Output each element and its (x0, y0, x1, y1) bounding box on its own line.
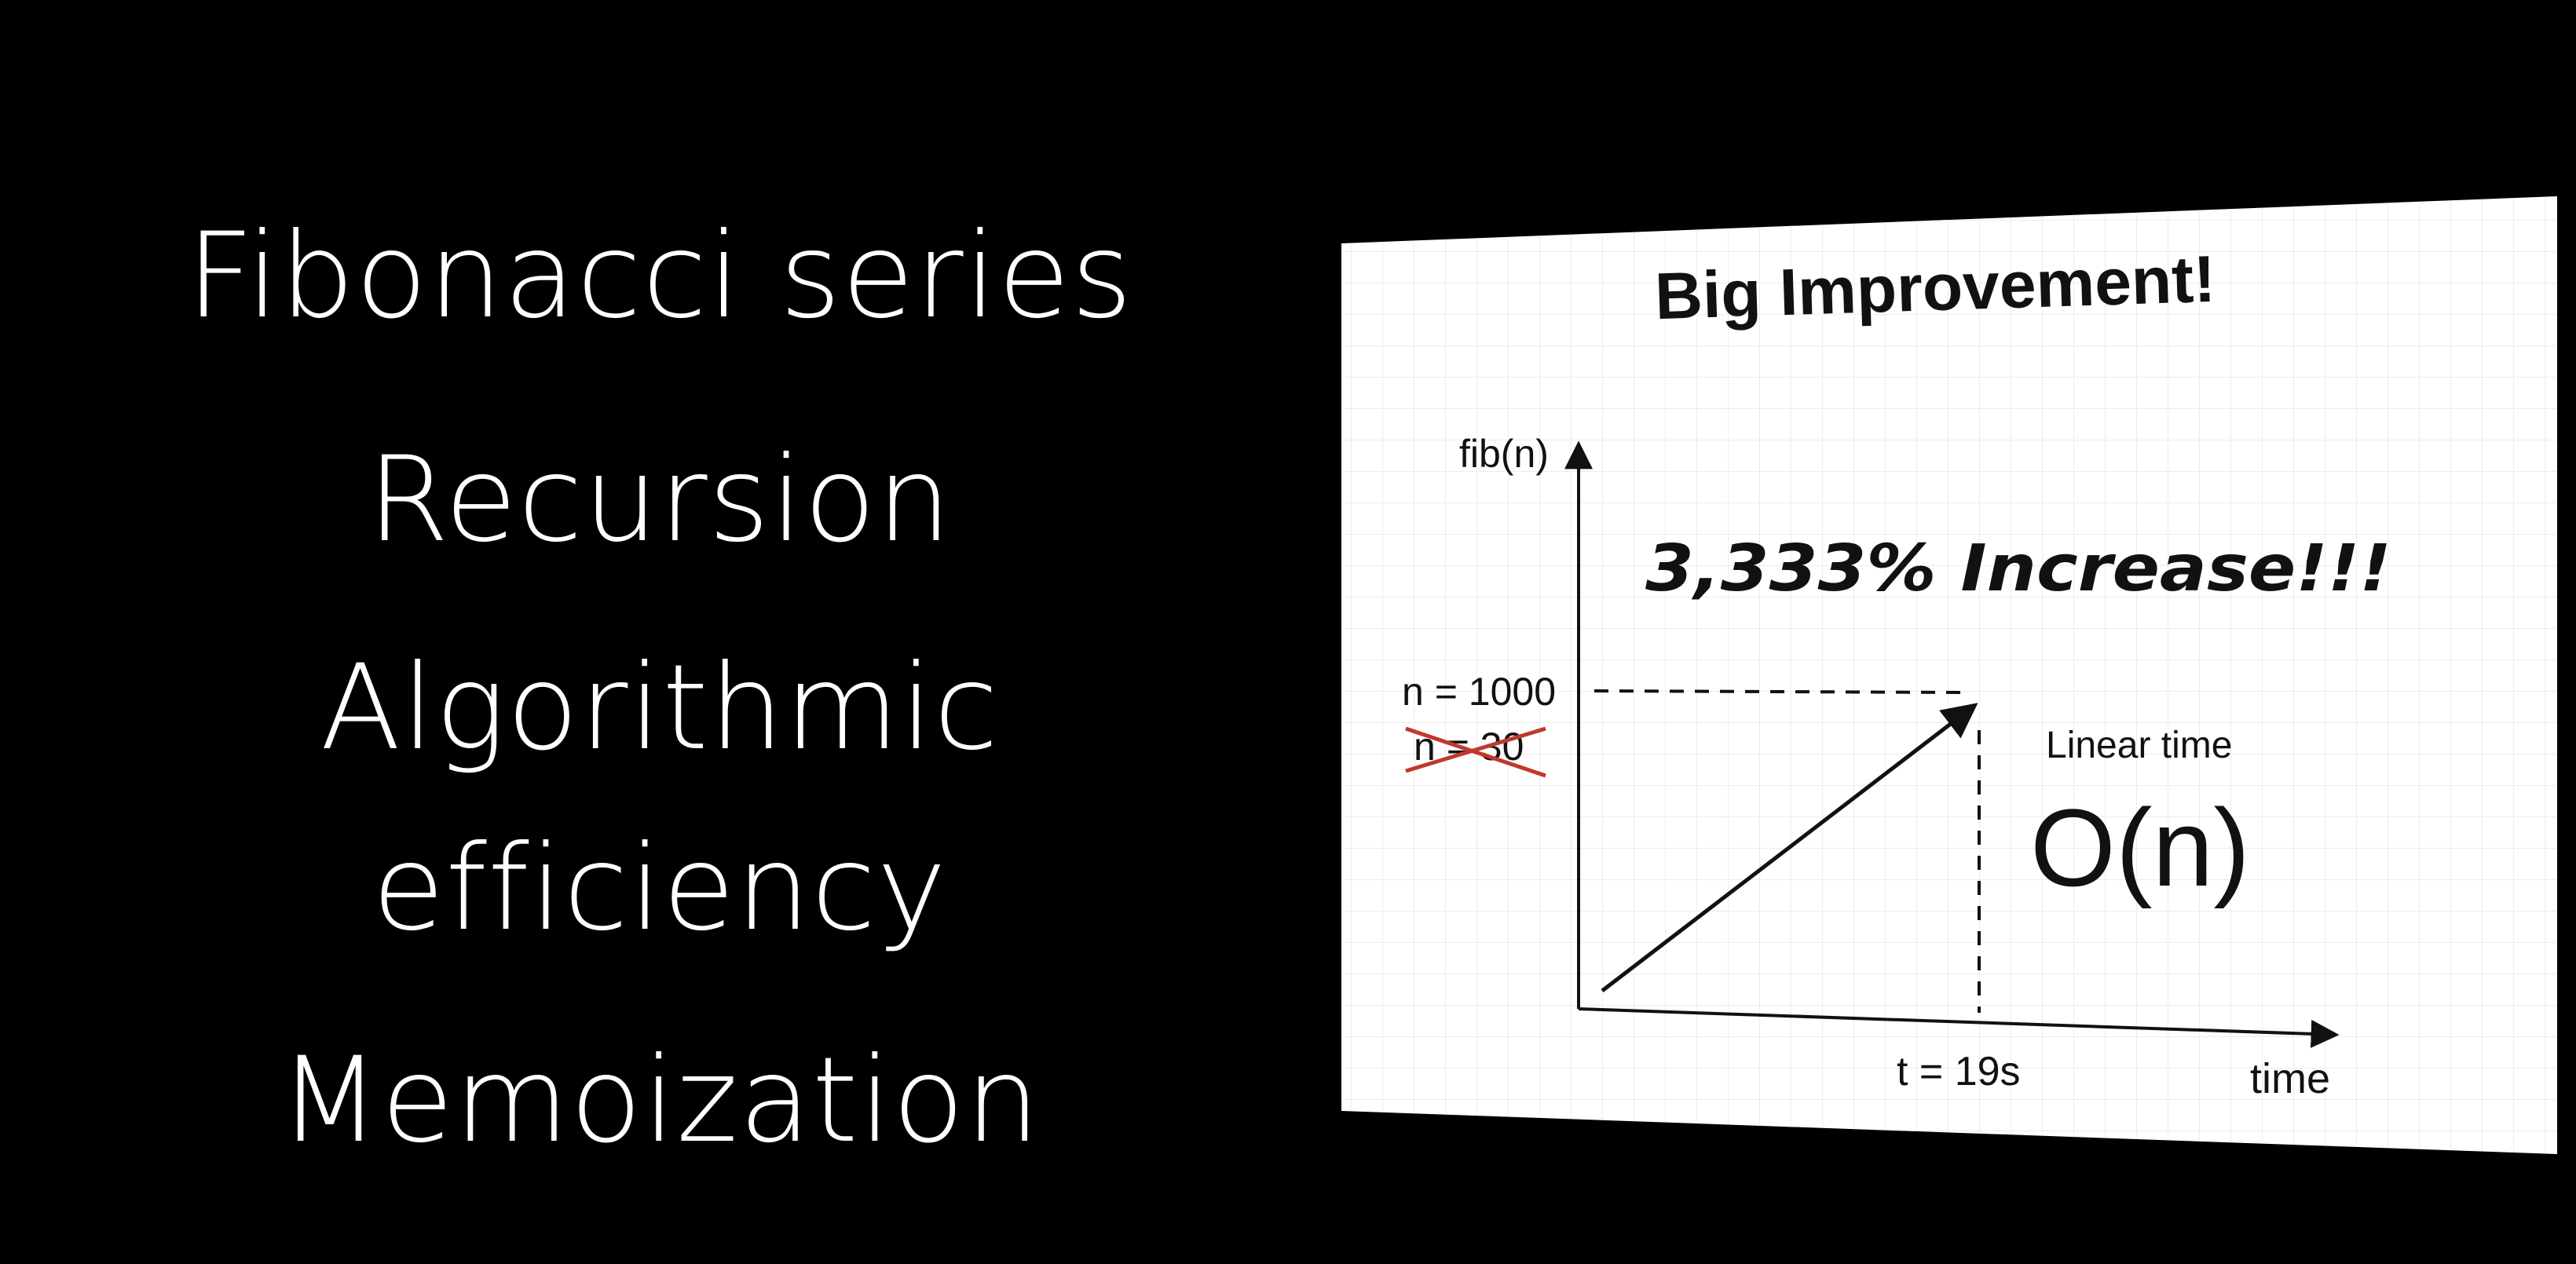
strike-line-2 (1405, 726, 1546, 773)
complexity-label: Linear time (2046, 725, 2232, 766)
x-axis-label: time (2250, 1055, 2330, 1102)
slide-grid (1341, 196, 2557, 1154)
y-marker-label: n = 1000 (1402, 670, 1556, 714)
complexity-notation: O(n) (2030, 786, 2250, 909)
topic-memoization: Memoization (278, 1032, 1041, 1169)
slide-title: Big Improvement! (1654, 242, 2217, 333)
topic-recursion: Recursion (367, 432, 953, 568)
y-marker-guide (1594, 689, 1964, 694)
topic-fibonacci-series: Fibonacci series (186, 208, 1133, 345)
x-marker-label: t = 19s (1897, 1049, 2021, 1094)
topic-algorithmic: Algorithmic (320, 640, 1000, 776)
y-axis-label: fib(n) (1459, 432, 1549, 476)
x-axis (1578, 1007, 2340, 1048)
topic-efficiency: efficiency (371, 820, 948, 957)
strike-line-1 (1405, 726, 1546, 778)
growth-arrow (1601, 703, 1978, 992)
topic-list: Fibonacci series Recursion Algorithmic e… (186, 208, 1133, 1169)
increase-annotation: 3,333% Increase!!! (1645, 532, 2391, 606)
